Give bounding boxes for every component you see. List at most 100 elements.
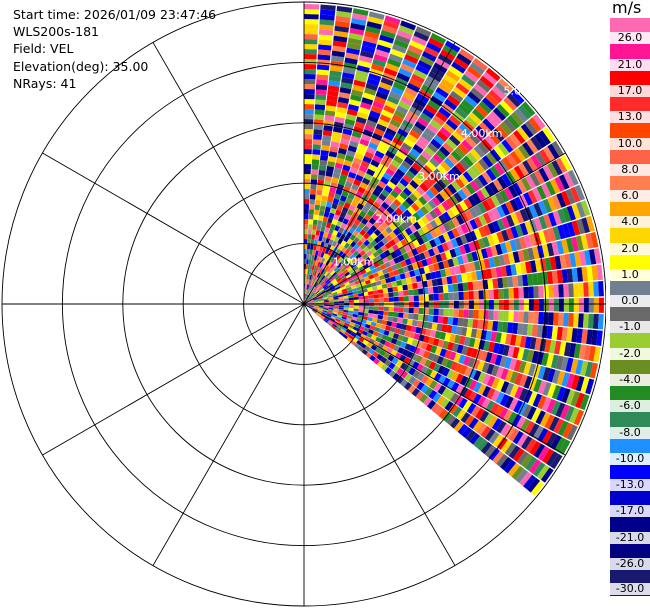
velocity-gate: [318, 215, 324, 221]
velocity-gate: [331, 290, 337, 294]
velocity-gate: [435, 270, 442, 279]
velocity-gate: [370, 159, 380, 168]
velocity-gate: [563, 312, 569, 327]
velocity-gate: [454, 246, 462, 257]
velocity-gate: [322, 269, 327, 276]
velocity-gate: [399, 191, 409, 200]
velocity-gate: [355, 191, 364, 199]
colorbar-tick-label: -6.0: [610, 400, 650, 413]
velocity-gate: [304, 79, 316, 85]
velocity-gate: [304, 4, 320, 10]
velocity-gate: [310, 184, 317, 190]
velocity-gate: [440, 252, 448, 261]
velocity-gate: [540, 183, 552, 198]
velocity-gate: [447, 153, 459, 165]
velocity-gate: [452, 317, 459, 326]
velocity-gate: [525, 261, 532, 274]
velocity-gate: [334, 275, 341, 281]
velocity-gate: [354, 74, 368, 83]
velocity-gate: [404, 373, 413, 382]
velocity-gate: [315, 89, 327, 96]
velocity-gate: [339, 320, 346, 325]
velocity-gate: [372, 314, 379, 319]
velocity-gate: [466, 272, 473, 282]
velocity-gate: [318, 299, 324, 302]
velocity-gate: [438, 408, 449, 420]
velocity-gate: [423, 250, 431, 259]
velocity-gate: [458, 291, 464, 301]
velocity-gate: [396, 29, 413, 40]
velocity-gate: [463, 300, 469, 309]
velocity-gate: [341, 246, 347, 253]
velocity-gate: [310, 285, 314, 291]
velocity-gate: [331, 240, 338, 247]
velocity-gate: [333, 321, 339, 327]
velocity-gate: [489, 111, 503, 125]
velocity-gate: [413, 301, 419, 308]
velocity-gate: [380, 77, 394, 87]
velocity-gate: [481, 398, 491, 410]
velocity-gate: [327, 273, 332, 279]
velocity-gate: [416, 209, 425, 219]
velocity-gate: [371, 285, 378, 291]
velocity-gate: [304, 294, 306, 300]
velocity-gate: [339, 174, 348, 181]
velocity-gate: [350, 135, 361, 144]
velocity-gate: [493, 145, 506, 159]
velocity-gate: [375, 265, 382, 272]
velocity-gate: [342, 67, 356, 75]
velocity-gate: [396, 375, 405, 384]
velocity-gate: [378, 293, 384, 298]
velocity-gate: [308, 300, 314, 303]
velocity-gate: [406, 351, 414, 359]
velocity-gate: [390, 338, 398, 345]
velocity-gate: [566, 221, 576, 237]
velocity-gate: [447, 284, 454, 293]
velocity-gate: [376, 353, 384, 361]
velocity-gate: [562, 223, 571, 238]
velocity-gate: [337, 279, 343, 284]
velocity-gate: [504, 442, 517, 456]
velocity-gate: [458, 300, 464, 309]
velocity-gate: [307, 296, 311, 301]
velocity-gate: [314, 289, 319, 294]
velocity-gate: [479, 410, 490, 423]
velocity-gate: [425, 161, 437, 172]
velocity-gate: [313, 302, 319, 304]
velocity-gate: [341, 276, 348, 282]
velocity-gate: [482, 236, 491, 248]
velocity-gate: [372, 154, 383, 164]
velocity-gate: [453, 420, 465, 432]
velocity-gate: [537, 446, 550, 461]
velocity-gate: [524, 336, 532, 349]
velocity-gate: [359, 182, 368, 190]
velocity-gate: [356, 317, 363, 323]
velocity-gate: [325, 222, 332, 229]
velocity-gate: [338, 200, 346, 207]
velocity-gate: [516, 126, 530, 141]
velocity-gate: [405, 49, 421, 60]
velocity-gate: [477, 238, 486, 249]
velocity-gate: [432, 286, 439, 294]
velocity-gate: [354, 323, 361, 329]
velocity-gate: [472, 57, 488, 71]
velocity-gate: [560, 190, 571, 206]
velocity-gate: [431, 322, 438, 331]
velocity-gate: [429, 209, 438, 220]
velocity-gate: [304, 114, 314, 120]
velocity-gate: [466, 152, 478, 164]
velocity-gate: [456, 53, 472, 66]
velocity-gate: [532, 246, 540, 260]
velocity-gate: [396, 194, 405, 204]
velocity-gate: [585, 378, 595, 395]
velocity-gate: [377, 270, 384, 276]
velocity-gate: [325, 289, 331, 293]
velocity-gate: [381, 136, 392, 146]
velocity-gate: [374, 209, 383, 218]
velocity-gate: [597, 314, 604, 330]
velocity-gate: [408, 166, 419, 176]
velocity-gate: [432, 153, 444, 165]
velocity-gate: [469, 180, 480, 192]
velocity-gate: [546, 325, 554, 339]
velocity-gate: [388, 223, 397, 231]
